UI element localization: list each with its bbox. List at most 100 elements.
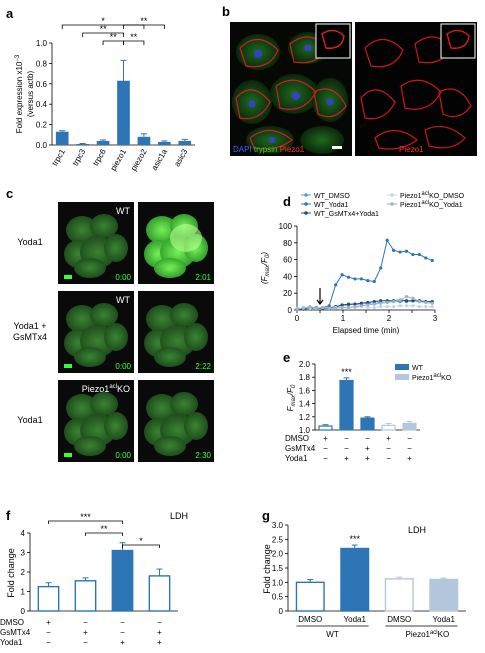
d-data-point [327, 304, 331, 308]
g-y-axis-label: Fold change [262, 544, 272, 594]
d-legend-label: WT_Yoda1 [314, 202, 348, 209]
c-cell-blob [184, 323, 208, 351]
c-condition-text: Piezo1 [81, 384, 110, 394]
e-y-tick-label: 1.2 [299, 413, 311, 422]
e-treatment-sign: + [365, 454, 370, 463]
d-data-point [417, 300, 421, 304]
d-y-tick-label: 20 [283, 289, 292, 298]
c-timelapse-frame: 0:00 WT [58, 291, 134, 373]
d-x-axis-label: Elapsed time (min) [333, 326, 400, 335]
e-treatment-label: DMSO [285, 434, 309, 443]
f-treatment-sign: + [120, 638, 125, 647]
f-sig-bracket [122, 544, 160, 548]
f-treatment-sign: − [120, 618, 125, 627]
d-data-point [340, 305, 344, 310]
d-legend-marker [390, 202, 394, 206]
g-category-label: DMSO [298, 615, 322, 624]
d-y-tick-label: 40 [283, 272, 292, 281]
panel-b-piezo1-micrograph: Piezo1 [355, 22, 477, 156]
d-legend-marker [304, 193, 308, 197]
c-condition-text: WT [116, 206, 130, 216]
merged-micrograph-image [230, 22, 352, 156]
f-treatment-sign: − [157, 618, 162, 627]
piezo1-channel-label: Piezo1 [399, 145, 424, 154]
d-data-point [359, 301, 363, 305]
d-legend-label: WT_DMSO [314, 193, 350, 200]
d-data-point [308, 305, 312, 309]
d-legend-marker [304, 202, 308, 206]
a-sig-bracket [61, 24, 145, 29]
c-cell-cluster-image [144, 214, 208, 278]
a-y-axis-label: Fold expression x10−3 [15, 54, 24, 133]
g-y-tick-label: 1.0 [272, 578, 284, 587]
g-y-tick-label: 0 [279, 607, 284, 616]
d-data-point [340, 273, 344, 277]
c-timelapse-frame: 0:00 Piezo1aclKO [58, 380, 134, 462]
e-bar [339, 379, 354, 431]
f-bar [37, 585, 60, 612]
e-legend-label: Piezo1aclKO [412, 373, 452, 382]
g-sig-label: *** [349, 534, 360, 544]
panel-b-label: b [222, 4, 230, 19]
f-bar [111, 549, 134, 612]
f-y-tick-label: 4 [21, 529, 26, 538]
f-treatment-sign: − [83, 618, 88, 627]
d-data-point [334, 306, 338, 310]
c-condition-label: WT [116, 295, 130, 305]
f-y-tick-label: 1 [21, 588, 26, 597]
c-cell-blob [170, 392, 198, 416]
d-data-point [411, 304, 415, 308]
panel-e-chart: 1.0 1.2 1.4 1.6 1.8 2.0 *** Fmax/F0 WTPiezo1aclK… [285, 360, 452, 463]
a-sig-label: * [101, 16, 105, 26]
d-data-point [379, 266, 383, 270]
panel-d-label: d [283, 194, 291, 209]
c-row-label: Yoda1 [4, 237, 56, 248]
d-data-point [430, 258, 434, 263]
d-data-point [398, 304, 402, 308]
a-bar [117, 80, 130, 145]
a-category-label: asic1a [150, 147, 170, 172]
f-y-tick-label: 0 [21, 607, 26, 616]
c-timestamp: 0:00 [115, 362, 131, 371]
a-sig-bracket [123, 40, 145, 45]
c-cell-blob [170, 303, 198, 327]
a-bar [55, 131, 69, 145]
c-condition-text: WT [116, 295, 130, 305]
c-row-label-line: GsMTx4 [12, 332, 47, 342]
c-timestamp: 2:22 [195, 362, 211, 371]
c-cell-blob [90, 392, 118, 416]
d-data-point [353, 277, 357, 281]
panel-a-chart: 0.0 0.2 0.4 0.6 0.8 1.0 trpc1 trpc3 trpc6 piezo1 p… [15, 16, 195, 172]
d-y-tick-label: 100 [279, 222, 293, 231]
d-data-point [340, 303, 344, 307]
a-sig-bracket [123, 24, 165, 29]
f-sig-label: *** [80, 512, 91, 522]
d-stimulus-arrow [316, 288, 324, 305]
f-y-axis-label: Fold change [6, 548, 16, 598]
d-data-point [359, 304, 363, 308]
d-data-point [366, 300, 370, 305]
d-data-point [327, 306, 331, 310]
g-y-tick-label: 0.5 [272, 593, 284, 602]
e-y-tick-label: 1.6 [299, 386, 311, 395]
c-cell-blob [154, 436, 186, 456]
f-bar [148, 575, 171, 612]
c-cell-blob [74, 436, 106, 456]
d-data-point [417, 305, 421, 309]
f-treatment-sign: + [157, 638, 162, 647]
c-cell-blob [104, 323, 128, 351]
f-treatment-sign: + [157, 628, 162, 637]
a-category-label: piezo2 [129, 147, 149, 172]
a-y-axis-label-2: (versus actb) [26, 71, 35, 118]
d-data-point [411, 296, 415, 300]
e-treatment-sign: + [344, 454, 349, 463]
a-y-tick-label: 0.0 [36, 141, 48, 150]
a-sig-label: ** [100, 24, 108, 34]
e-treatment-sign: − [407, 434, 412, 443]
g-bar [384, 578, 414, 612]
dapi-stain-label: DAPI [233, 145, 252, 154]
d-data-point [359, 277, 363, 281]
e-y-tick-label: 1.8 [299, 373, 311, 382]
f-treatment-sign: + [83, 628, 88, 637]
